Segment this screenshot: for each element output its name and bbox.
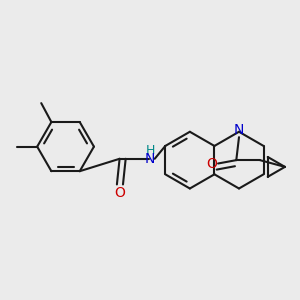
Text: H: H [145,143,155,157]
Text: N: N [145,152,155,166]
Text: O: O [206,157,217,170]
Text: N: N [234,123,244,137]
Text: O: O [114,186,125,200]
